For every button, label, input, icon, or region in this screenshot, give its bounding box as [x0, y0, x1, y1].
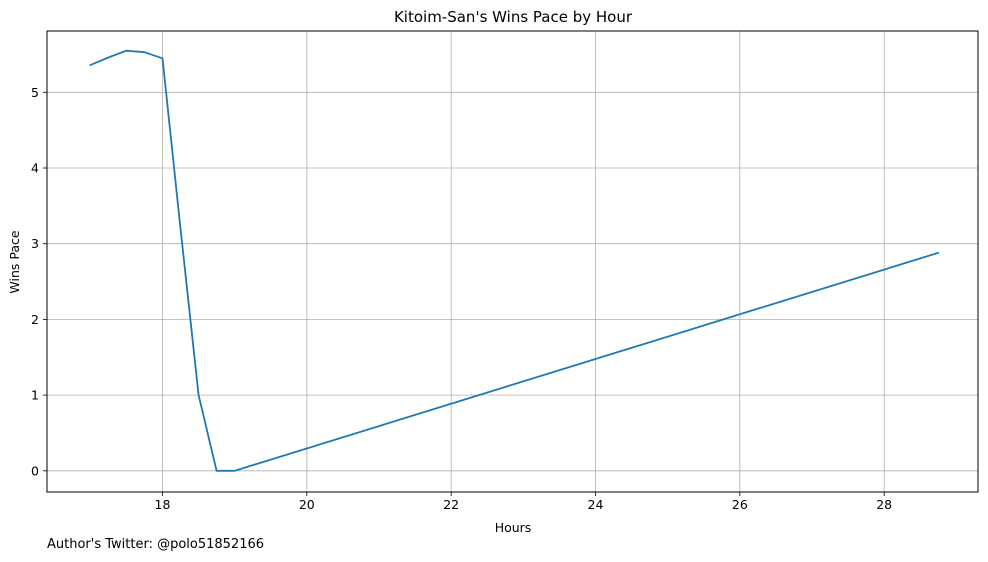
- author-footnote: Author's Twitter: @polo51852166: [47, 537, 265, 552]
- plot-frame: [46, 30, 979, 493]
- chart-title: Kitoim-San's Wins Pace by Hour: [394, 8, 633, 26]
- x-tick-label: 22: [443, 497, 459, 512]
- y-tick-label: 2: [31, 312, 39, 327]
- ticks-layer: 18 20 22 24 26 28 0 1 2 3 4 5: [31, 85, 892, 512]
- grid-layer: [47, 31, 978, 492]
- x-tick-label: 26: [732, 497, 748, 512]
- x-axis-label: Hours: [495, 520, 532, 535]
- series-layer: [89, 49, 940, 472]
- y-axis-label: Wins Pace: [7, 230, 22, 293]
- x-tick-label: 28: [876, 497, 892, 512]
- wins-pace-line: [89, 49, 940, 472]
- y-tick-label: 3: [31, 236, 39, 251]
- x-tick-label: 20: [299, 497, 315, 512]
- y-tick-label: 1: [31, 388, 39, 403]
- x-tick-label: 18: [155, 497, 171, 512]
- x-tick-label: 24: [588, 497, 604, 512]
- y-tick-label: 5: [31, 85, 39, 100]
- y-tick-label: 4: [31, 161, 39, 176]
- y-tick-label: 0: [31, 463, 39, 478]
